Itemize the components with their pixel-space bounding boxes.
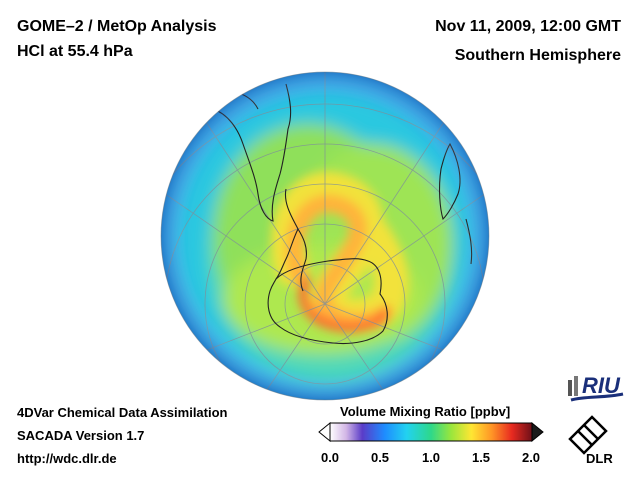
map-title: GOME–2 / MetOp Analysis	[17, 18, 217, 35]
map-datetime: Nov 11, 2009, 12:00 GMT	[435, 18, 621, 35]
colorbar-title: Volume Mixing Ratio [ppbv]	[340, 404, 511, 419]
dlr-logo-icon	[568, 415, 608, 455]
riu-logo-text: RIU	[582, 373, 620, 398]
colorbar-tick: 0.0	[320, 450, 340, 465]
colorbar-gradient	[329, 422, 533, 442]
footer-method: 4DVar Chemical Data Assimilation	[17, 405, 228, 420]
colorbar-tick: 1.0	[421, 450, 441, 465]
map-subtitle: HCl at 55.4 hPa	[17, 43, 133, 60]
colorbar-high-arrow	[531, 421, 544, 443]
colorbar-tick: 1.5	[471, 450, 491, 465]
colorbar-tick: 0.5	[370, 450, 390, 465]
globe-map	[160, 71, 490, 401]
footer-url[interactable]: http://wdc.dlr.de	[17, 451, 117, 466]
map-region: Southern Hemisphere	[454, 47, 621, 64]
colorbar-tick: 2.0	[521, 450, 541, 465]
colorbar	[318, 421, 544, 443]
dlr-logo-text: DLR	[586, 451, 613, 466]
footer-version: SACADA Version 1.7	[17, 428, 145, 443]
riu-logo-icon	[568, 376, 624, 402]
colorbar-low-arrow	[318, 421, 331, 443]
